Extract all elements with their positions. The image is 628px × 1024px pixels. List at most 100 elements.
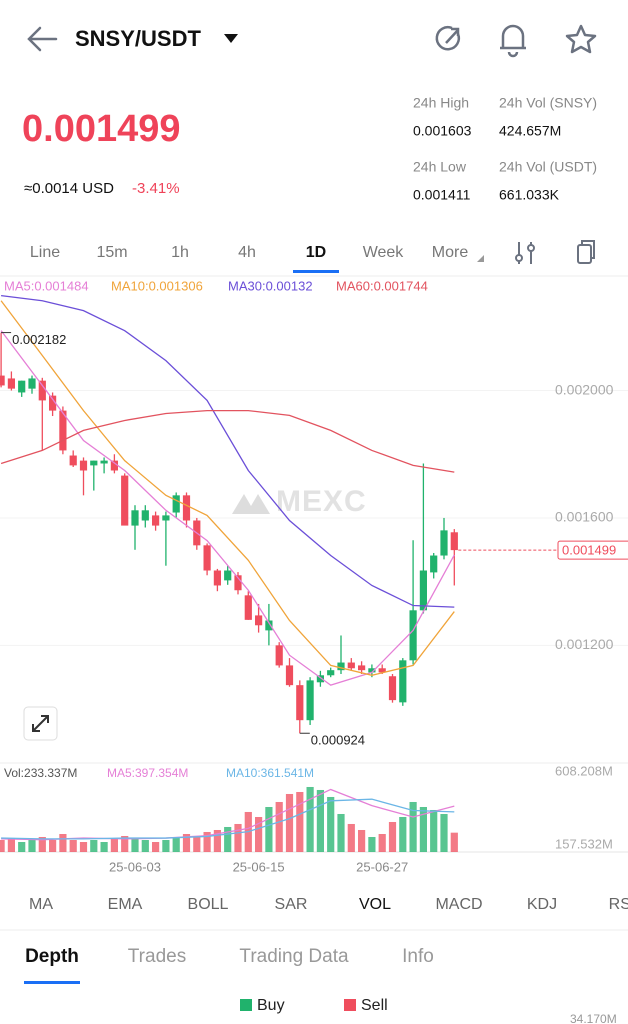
interval-tab[interactable]: Week bbox=[363, 244, 405, 261]
ma-line bbox=[0, 409, 455, 473]
volume-bar bbox=[0, 839, 5, 852]
candle-body bbox=[141, 510, 149, 521]
interval-tab[interactable]: 1D bbox=[306, 244, 326, 261]
interval-tab[interactable]: More bbox=[432, 244, 469, 261]
interval-tab[interactable]: 4h bbox=[238, 244, 256, 261]
indicator-tab[interactable]: BOLL bbox=[188, 896, 229, 913]
volume-bar bbox=[90, 839, 98, 852]
usd-price: ≈0.0014 USD bbox=[24, 180, 114, 197]
indicator-tab[interactable]: MA bbox=[29, 896, 53, 913]
indicator-tab[interactable]: EMA bbox=[108, 896, 143, 913]
candle-body bbox=[162, 515, 170, 521]
fullscreen-button[interactable] bbox=[23, 706, 58, 741]
volume-bar bbox=[234, 823, 242, 852]
x-tick-label: 25-06-03 bbox=[109, 859, 161, 874]
y-tick-label: 0.002000 bbox=[555, 381, 614, 397]
favorite-icon[interactable] bbox=[565, 24, 597, 54]
volume-bar bbox=[296, 791, 304, 852]
pair-title: SNSY/USDT bbox=[75, 26, 201, 51]
volume-bar bbox=[172, 836, 180, 852]
share-icon[interactable] bbox=[435, 25, 461, 51]
active-underline bbox=[24, 981, 80, 984]
info-tab[interactable]: Info bbox=[402, 946, 434, 967]
legend-entry: Sell bbox=[361, 997, 388, 1014]
volume-bar bbox=[193, 835, 201, 852]
candle-body bbox=[49, 395, 57, 411]
volume-bar bbox=[358, 829, 366, 852]
indicator-tab[interactable]: SAR bbox=[275, 896, 308, 913]
candle-body bbox=[430, 555, 438, 573]
settings-icon[interactable] bbox=[515, 242, 535, 264]
pair-dropdown[interactable] bbox=[224, 34, 238, 43]
volume-bar bbox=[378, 834, 386, 852]
y-tick-label: 157.532M bbox=[555, 836, 613, 851]
back-button[interactable] bbox=[27, 26, 58, 52]
ma-line bbox=[1, 798, 455, 840]
legend-swatch bbox=[344, 999, 356, 1011]
candle-body bbox=[244, 595, 252, 620]
candle-body bbox=[152, 515, 160, 526]
volume-bar bbox=[7, 838, 15, 852]
x-tick-label: 25-06-27 bbox=[356, 859, 408, 874]
interval-tab[interactable]: 15m bbox=[96, 244, 127, 261]
candle-body bbox=[203, 545, 211, 571]
candle-body bbox=[28, 378, 36, 389]
volume-bar bbox=[337, 813, 345, 852]
info-tab[interactable]: Trades bbox=[128, 946, 186, 967]
candle-body bbox=[409, 610, 417, 661]
candle-body bbox=[131, 510, 139, 526]
layout-icon[interactable] bbox=[577, 240, 595, 264]
info-tab[interactable]: Depth bbox=[25, 946, 79, 967]
ma-line bbox=[0, 330, 455, 686]
candle-body bbox=[100, 460, 108, 464]
indicator-tab[interactable]: MACD bbox=[435, 896, 482, 913]
last-price: 0.001499 bbox=[22, 108, 181, 150]
volume-bar bbox=[79, 842, 88, 852]
candle-body bbox=[296, 685, 304, 721]
volume-bar bbox=[224, 826, 232, 852]
candle-body bbox=[224, 570, 232, 581]
volume-bar bbox=[182, 834, 191, 852]
interval-tab[interactable]: Line bbox=[30, 244, 60, 261]
candle-body bbox=[90, 460, 98, 466]
volume-bar bbox=[49, 839, 57, 852]
legend-entry: MA5:0.001484 bbox=[4, 278, 89, 293]
candle-body bbox=[306, 680, 314, 721]
legend-entry: MA60:0.001744 bbox=[336, 278, 428, 293]
volume-bar bbox=[409, 801, 417, 852]
indicator-tab[interactable]: KDJ bbox=[527, 896, 557, 913]
x-tick-label: 25-06-15 bbox=[233, 859, 285, 874]
candle-body bbox=[358, 665, 366, 671]
alert-icon[interactable] bbox=[500, 24, 526, 58]
candle-body bbox=[0, 375, 5, 386]
candle-body bbox=[182, 495, 191, 521]
stat-value: 661.033K bbox=[499, 187, 560, 203]
legend-swatch bbox=[240, 999, 252, 1011]
y-tick-label: 608.208M bbox=[555, 763, 613, 778]
y-tick-label: 0.001200 bbox=[555, 636, 614, 652]
volume-bar bbox=[255, 816, 263, 852]
volume-bar bbox=[121, 835, 129, 852]
candle-body bbox=[213, 570, 221, 586]
candle-body bbox=[419, 570, 427, 611]
volume-bar bbox=[368, 836, 376, 852]
candle-body bbox=[388, 676, 397, 701]
ma-line bbox=[0, 300, 455, 676]
candle-body bbox=[59, 410, 67, 451]
candle-body bbox=[110, 460, 118, 471]
volume-bar bbox=[110, 838, 118, 852]
volume-bar bbox=[275, 801, 283, 852]
interval-tab[interactable]: 1h bbox=[171, 244, 189, 261]
indicator-tab[interactable]: VOL bbox=[359, 896, 391, 913]
watermark: MEXC bbox=[276, 485, 367, 518]
indicator-tab[interactable]: RSI bbox=[609, 896, 628, 913]
candle-body bbox=[337, 662, 345, 671]
volume-bar bbox=[38, 836, 46, 852]
watermark-logo bbox=[232, 494, 270, 514]
y-tick-label: 0.001600 bbox=[555, 509, 614, 525]
ma-line bbox=[1, 295, 455, 608]
info-tab[interactable]: Trading Data bbox=[239, 946, 349, 967]
volume-bar bbox=[450, 832, 458, 852]
